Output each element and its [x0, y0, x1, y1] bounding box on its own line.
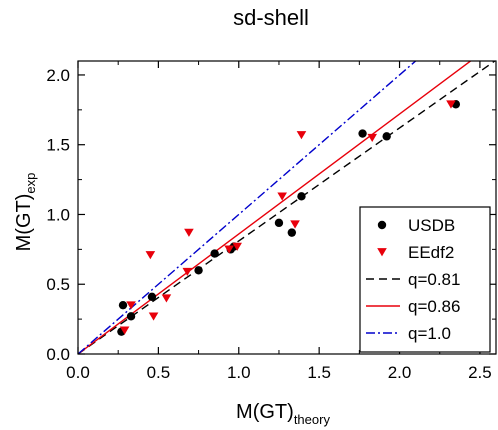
- x-tick-label: 2.0: [388, 363, 412, 382]
- point-EEdf2: [290, 220, 300, 229]
- y-axis-label-sub: exp: [23, 173, 38, 194]
- legend-label-q=1.0: q=1.0: [408, 324, 451, 343]
- y-axis-label-main: M(GT): [13, 194, 35, 252]
- fit-line-q=0.86: [78, 61, 472, 354]
- axis-ticks: 0.0 0.5 1.0 1.5 2.0 2.5 0.0 0.5 1.0 1.5 2.0: [46, 61, 496, 382]
- point-EEdf2: [446, 100, 456, 109]
- x-axis-label-main: M(GT): [236, 401, 294, 423]
- x-axis-label-sub: theory: [294, 412, 331, 427]
- point-EEdf2: [184, 228, 194, 237]
- point-EEdf2: [232, 242, 242, 251]
- y-tick-label: 1.5: [46, 136, 70, 155]
- legend-label-EEdf2: EEdf2: [408, 243, 454, 262]
- legend-label-USDB: USDB: [408, 216, 455, 235]
- point-USDB: [194, 266, 203, 275]
- y-tick-label: 1.0: [46, 205, 70, 224]
- point-EEdf2: [148, 312, 159, 321]
- point-USDB: [297, 192, 306, 201]
- point-EEdf2: [296, 131, 307, 140]
- legend-marker-USDB: [377, 220, 387, 230]
- point-EEdf2: [182, 267, 193, 277]
- point-EEdf2: [277, 192, 287, 201]
- y-axis-label: M(GT)exp: [13, 173, 38, 252]
- reference-lines: [78, 61, 496, 354]
- point-USDB: [382, 132, 391, 141]
- point-USDB: [358, 129, 367, 138]
- point-USDB: [274, 218, 284, 228]
- x-tick-label: 2.5: [468, 363, 492, 382]
- point-USDB: [147, 292, 157, 301]
- x-tick-label: 0.0: [66, 363, 90, 382]
- x-tick-label: 0.5: [147, 363, 171, 382]
- y-tick-label: 0.0: [46, 345, 70, 364]
- point-USDB: [287, 228, 297, 237]
- data-markers: [117, 100, 461, 336]
- point-EEdf2: [367, 133, 378, 143]
- point-USDB: [210, 249, 219, 258]
- legend-marker-EEdf2: [377, 248, 387, 257]
- legend-label-q=0.81: q=0.81: [408, 270, 460, 289]
- x-axis-label: M(GT)theory: [236, 401, 330, 427]
- point-USDB: [118, 300, 128, 310]
- point-USDB: [126, 312, 136, 321]
- fit-line-q=0.81: [78, 61, 496, 354]
- plot-frame: [77, 60, 497, 355]
- y-tick-label: 0.5: [46, 275, 70, 294]
- point-EEdf2: [161, 294, 172, 303]
- x-tick-label: 1.0: [227, 363, 251, 382]
- legend-label-q=0.86: q=0.86: [408, 297, 460, 316]
- chart-title: sd-shell: [233, 5, 309, 30]
- legend: USDB EEdf2 q=0.81 q=0.86 q=1.0: [359, 206, 491, 353]
- fit-line-q=1.0: [78, 61, 417, 354]
- point-EEdf2: [119, 326, 130, 335]
- point-EEdf2: [126, 301, 136, 310]
- y-tick-label: 2.0: [46, 66, 70, 85]
- x-tick-label: 1.5: [307, 363, 331, 382]
- point-EEdf2: [224, 245, 234, 254]
- point-EEdf2: [145, 251, 156, 260]
